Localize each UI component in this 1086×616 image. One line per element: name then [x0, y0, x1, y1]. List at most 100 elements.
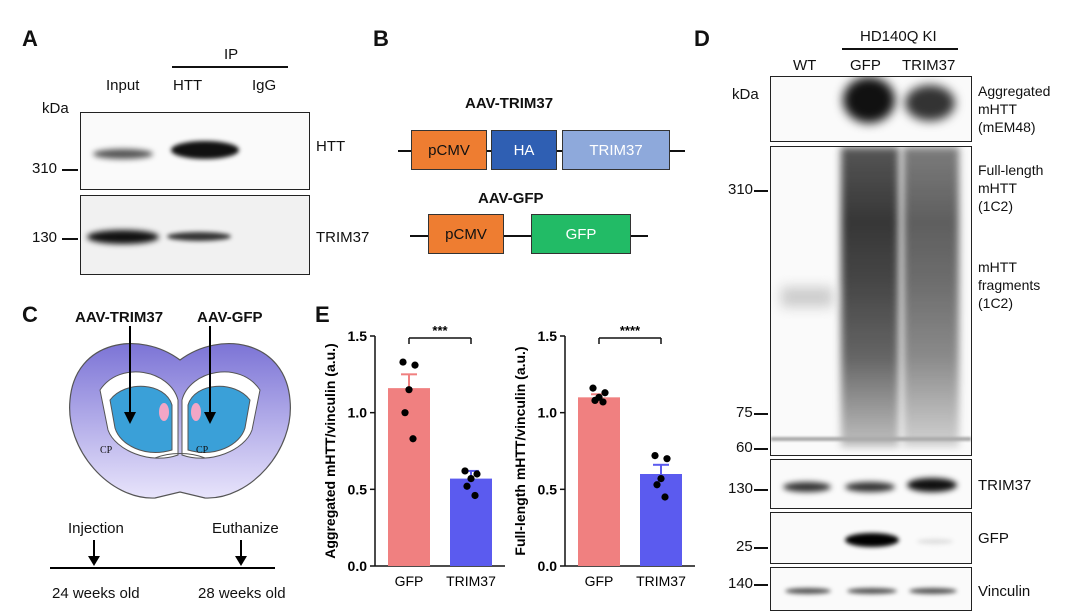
panel-a-label: A: [22, 26, 38, 51]
blot-label-htt: HTT: [316, 138, 346, 155]
chart-ytick-label-0: 1.5: [348, 328, 368, 344]
lane-label-trim37-d: TRIM37: [902, 57, 956, 74]
construct1-ha: HA: [491, 130, 557, 170]
chart-bar-1-1: [640, 474, 682, 566]
construct1-pcmv: pCMV: [411, 130, 487, 170]
label-trim37-d: TRIM37: [978, 477, 1032, 494]
cp-label-right: CP: [196, 445, 209, 456]
timeline-start-age: 24 weeks old: [52, 585, 140, 602]
htt-blot-a: [80, 112, 310, 190]
group-bracket: [842, 48, 958, 50]
lane-label-gfp: GFP: [850, 57, 881, 74]
marker-60-d: 60: [736, 439, 753, 456]
marker-140-d: 140: [728, 575, 754, 592]
ip-bracket: [172, 66, 288, 68]
chart-ytick-label-1: 1.0: [538, 405, 558, 421]
chart-point-0-1: [473, 470, 481, 478]
timeline-end-age: 28 weeks old: [198, 585, 286, 602]
timeline-diagram: [50, 540, 275, 569]
chart-ytick-label-0: 0.0: [348, 558, 368, 574]
cp-label-left: CP: [100, 445, 113, 456]
chart-ytick-label-0: 1.0: [348, 405, 368, 421]
chart-bar-0-0: [388, 388, 430, 566]
chart-point-1-0: [599, 398, 607, 406]
label-vinculin: Vinculin: [978, 583, 1031, 600]
marker-75-d: 75: [736, 404, 753, 421]
trim37-blot-d: [770, 459, 972, 509]
chart-point-0-1: [467, 475, 475, 483]
injection-right-label: AAV-GFP: [197, 309, 263, 326]
ip-header: IP: [224, 46, 239, 63]
bar-charts: 0.0 0.5 1.0 1.5 Aggregated mHTT/vinculin (a.…: [325, 323, 695, 589]
chart-bar-1-0: [578, 397, 620, 566]
chart-point-1-1: [657, 475, 665, 483]
aggregated-blot: [770, 76, 972, 142]
construct2-title: AAV-GFP: [478, 190, 544, 207]
label-aggregated: Aggregated mHTT (mEM48): [978, 83, 1051, 135]
chart-point-1-1: [653, 481, 661, 489]
chart-point-1-1: [661, 493, 669, 501]
band-input-htt: [93, 149, 153, 159]
label-fulllength: Full-length mHTT (1C2): [978, 162, 1044, 214]
brain-diagram: [69, 326, 291, 499]
chart-ytick-label-1: 0.5: [538, 481, 558, 497]
chart-ytick-label-1: 0.0: [538, 558, 558, 574]
chart-ylabel-1: Full-length mHTT/vinculin (a.u.): [512, 346, 528, 555]
band-input-trim37: [87, 230, 159, 244]
timeline-start-event: Injection: [68, 520, 124, 537]
chart-point-0-0: [399, 358, 407, 366]
chart-ylabel-0: Aggregated mHTT/vinculin (a.u.): [325, 343, 338, 558]
construct1-trim37: TRIM37: [562, 130, 670, 170]
kda-label-a: kDa: [42, 100, 69, 117]
chart-ytick-label-1: 1.5: [538, 328, 558, 344]
chart-point-0-0: [401, 409, 409, 417]
chart-point-0-1: [461, 467, 469, 475]
vinculin-blot: [770, 567, 972, 611]
marker-310-d: 310: [728, 181, 754, 198]
lane-label-igg: IgG: [252, 77, 277, 94]
marker-130-a: 130: [32, 229, 58, 246]
band-ip-htt: [171, 141, 239, 159]
chart-ytick-label-0: 0.5: [348, 481, 368, 497]
construct2-pcmv: pCMV: [428, 214, 504, 254]
marker-25-d: 25: [736, 538, 753, 555]
chart-point-1-0: [589, 384, 597, 392]
chart-significance-0: ***: [432, 323, 448, 338]
kda-label-d: kDa: [732, 86, 759, 103]
blot-label-trim37: TRIM37: [316, 229, 370, 246]
gfp-blot-d: [770, 512, 972, 564]
chart-xtick-label-0-1: TRIM37: [446, 573, 496, 589]
chart-point-0-1: [463, 482, 471, 490]
construct2-gfp: GFP: [531, 214, 631, 254]
panel-c-label: C: [22, 302, 38, 327]
lane-label-htt: HTT: [173, 77, 203, 94]
chart-point-0-0: [409, 435, 417, 443]
chart-point-1-1: [663, 455, 671, 463]
chart-point-0-0: [405, 386, 413, 394]
chart-point-1-1: [651, 452, 659, 460]
group-header: HD140Q KI: [860, 28, 937, 45]
marker-130-d: 130: [728, 480, 754, 497]
trim37-blot-a: [80, 195, 310, 275]
injection-left-label: AAV-TRIM37: [75, 309, 164, 326]
panel-b-label: B: [373, 26, 389, 51]
chart-point-1-0: [601, 389, 609, 397]
chart-xtick-label-0-0: GFP: [395, 573, 424, 589]
chart-xtick-label-1-0: GFP: [585, 573, 614, 589]
chart-point-0-1: [471, 491, 479, 500]
band-ip-trim37: [167, 232, 231, 241]
chart-point-1-0: [591, 396, 599, 404]
chart-point-0-0: [411, 361, 419, 369]
chart-significance-1: ****: [620, 323, 641, 338]
chart-xtick-label-1-1: TRIM37: [636, 573, 686, 589]
label-gfp-d: GFP: [978, 530, 1009, 547]
marker-310-a: 310: [32, 160, 58, 177]
lane-label-input: Input: [106, 77, 140, 94]
chart-bar-0-1: [450, 478, 492, 566]
construct1-title: AAV-TRIM37: [465, 95, 554, 112]
panel-e-label: E: [315, 302, 330, 327]
fulllength-blot: [770, 146, 972, 456]
label-fragments: mHTT fragments (1C2): [978, 259, 1041, 311]
timeline-end-event: Euthanize: [212, 520, 279, 537]
panel-d-label: D: [694, 26, 710, 51]
